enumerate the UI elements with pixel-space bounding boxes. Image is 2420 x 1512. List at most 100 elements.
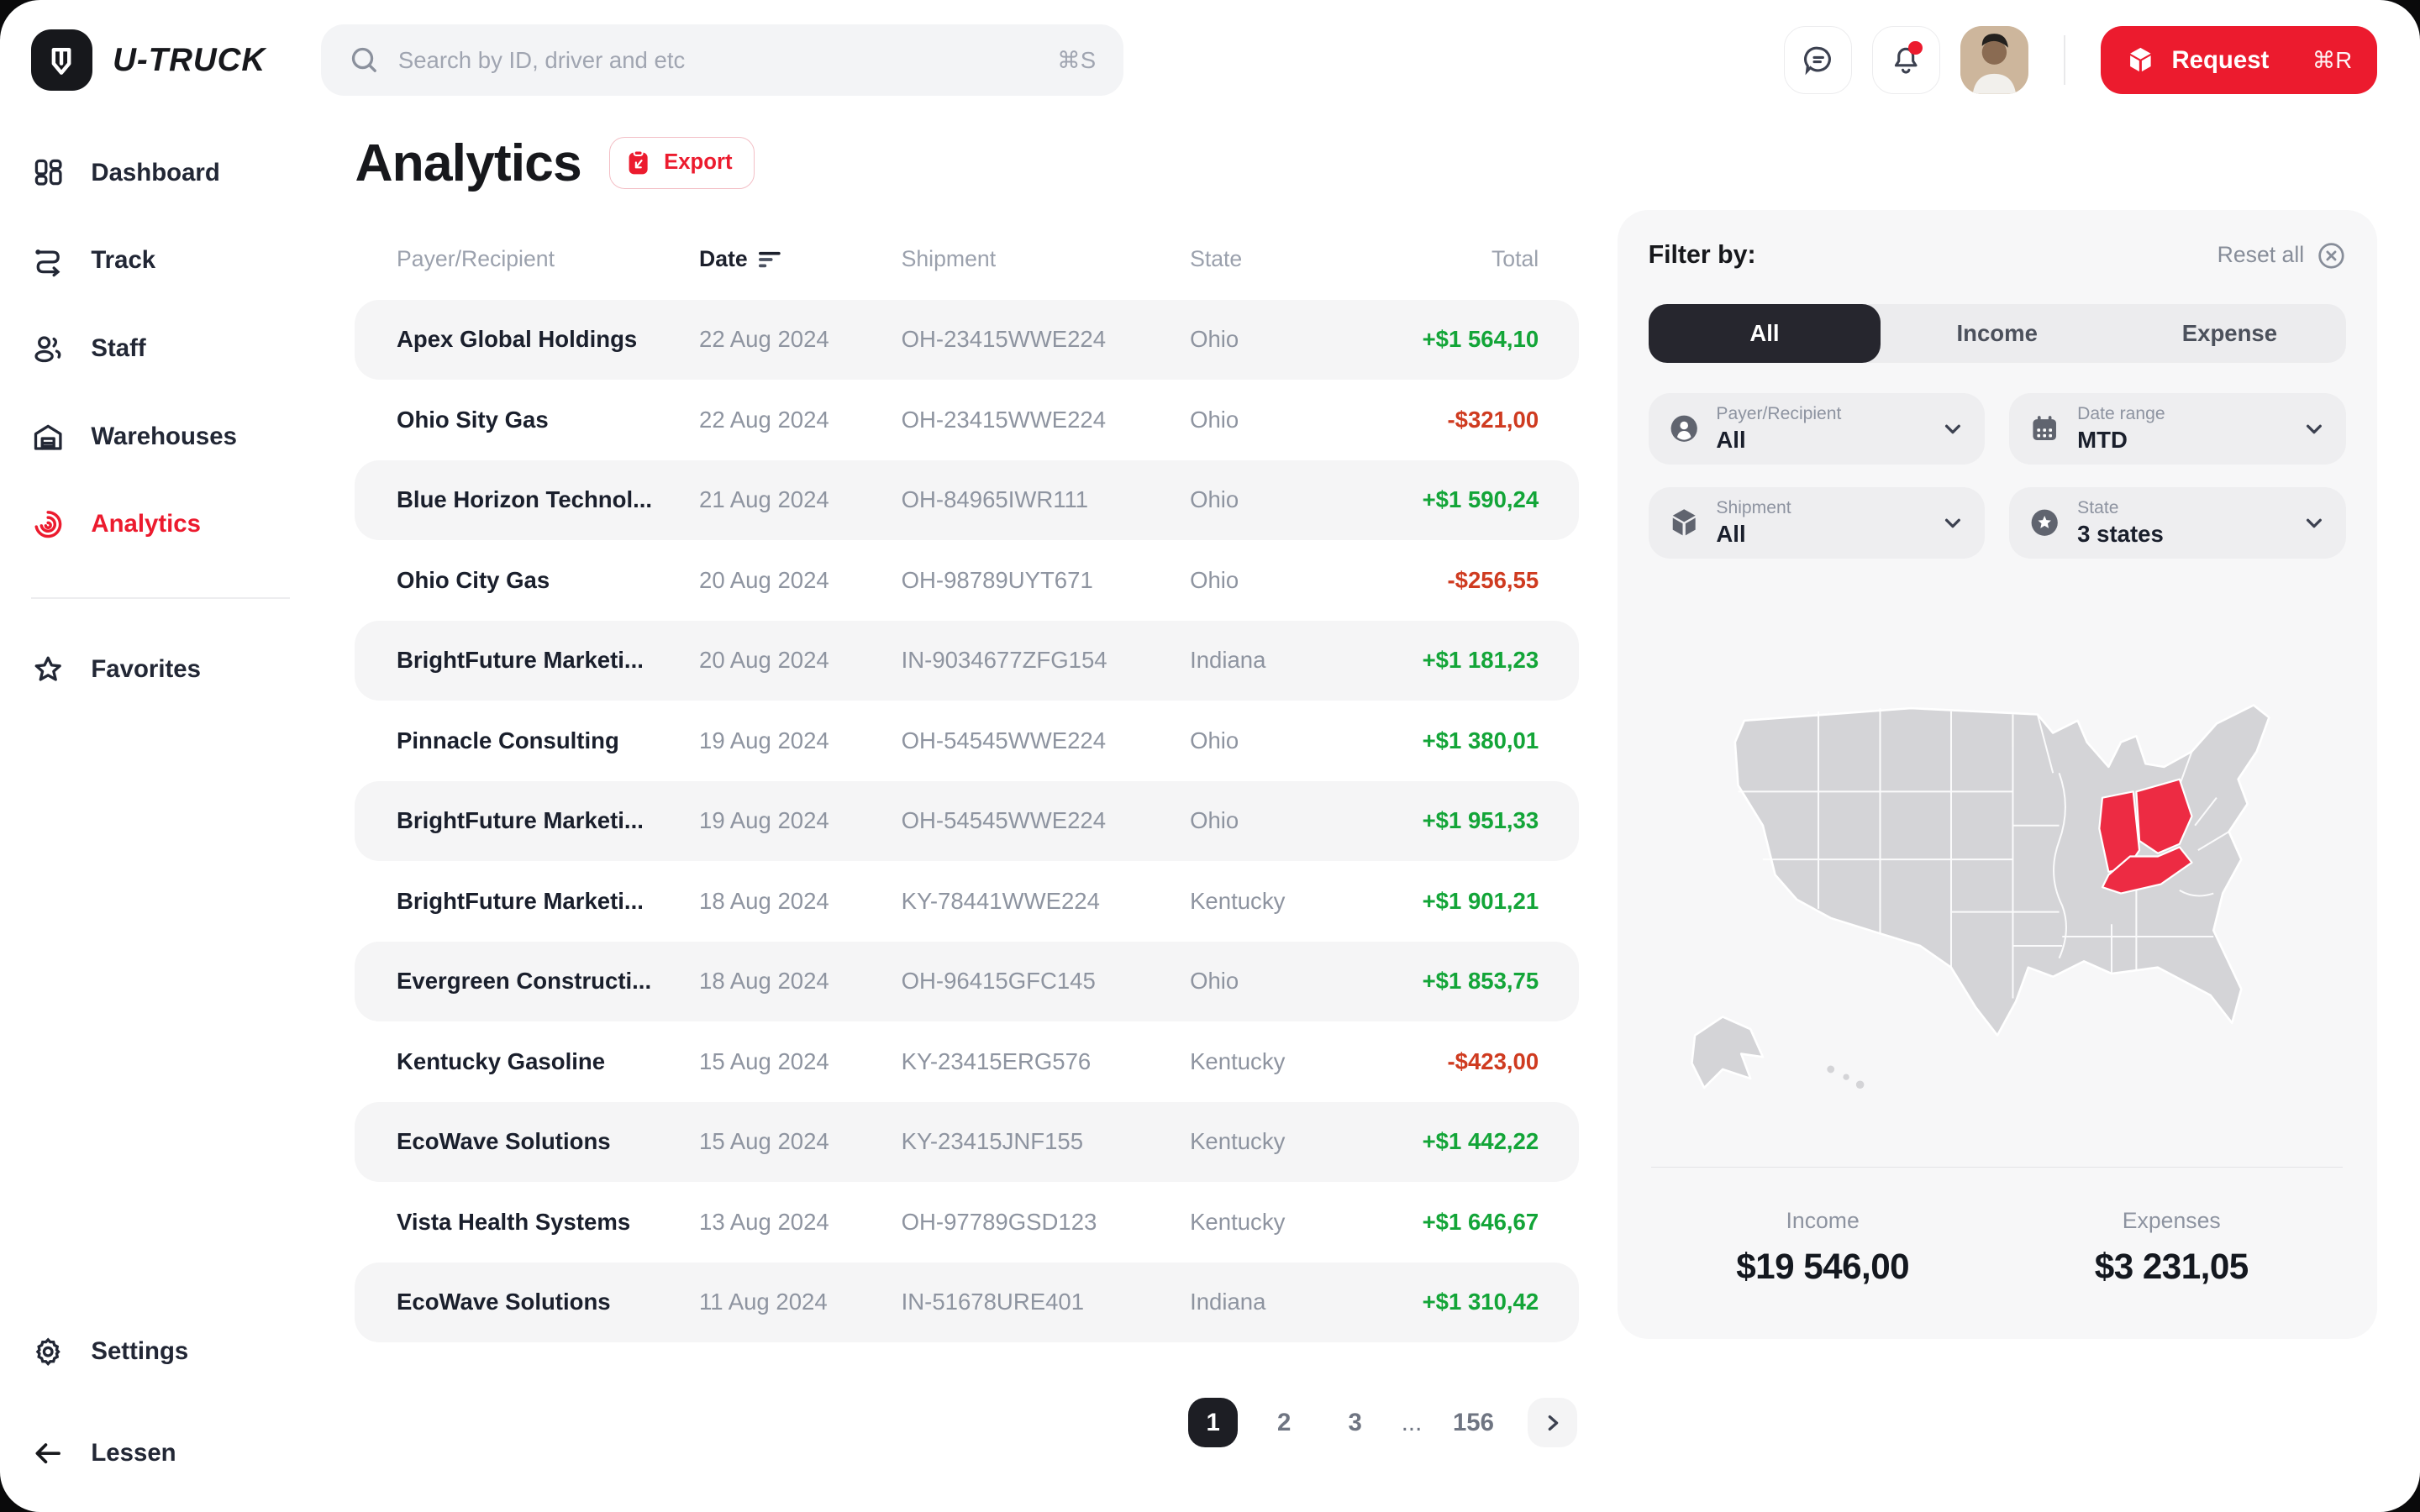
cell-date: 22 Aug 2024	[699, 406, 829, 433]
dropdown-label: Date range	[2077, 403, 2165, 423]
table-row[interactable]: EcoWave Solutions 11 Aug 2024 IN-51678UR…	[355, 1262, 1579, 1343]
sidebar-label: Settings	[91, 1336, 189, 1365]
cell-total: +$1 442,22	[1422, 1128, 1539, 1155]
request-button[interactable]: Request ⌘R	[2100, 26, 2377, 95]
search-bar[interactable]: ⌘S	[321, 24, 1124, 96]
export-button[interactable]: Export	[608, 136, 755, 190]
cell-state: Ohio	[1190, 807, 1239, 834]
calendar-icon	[2033, 416, 2057, 441]
tab-all[interactable]: All	[1648, 303, 1881, 363]
cell-payer: Evergreen Constructi...	[397, 968, 652, 995]
search-shortcut: ⌘S	[1057, 46, 1097, 73]
page-button-2[interactable]: 2	[1260, 1398, 1309, 1447]
utruck-logo-icon	[30, 29, 93, 92]
page-button-156[interactable]: 156	[1444, 1398, 1503, 1447]
notifications-button[interactable]	[1872, 26, 1940, 95]
sidebar-item-lessen[interactable]: Lessen	[31, 1431, 291, 1474]
table-row[interactable]: BrightFuture Marketi... 19 Aug 2024 OH-5…	[355, 780, 1579, 862]
cell-shipment: OH-23415WWE224	[901, 326, 1107, 353]
map-highlighted-states[interactable]	[2097, 778, 2193, 895]
income-value: $19 546,00	[1736, 1246, 1910, 1286]
request-label: Request	[2171, 45, 2270, 74]
column-header-date[interactable]: Date	[699, 246, 902, 272]
table-row[interactable]: Pinnacle Consulting 19 Aug 2024 OH-54545…	[355, 701, 1579, 781]
chevron-down-icon	[2307, 424, 2323, 433]
cell-state: Ohio	[1190, 326, 1239, 353]
cell-date: 19 Aug 2024	[699, 727, 829, 753]
cell-payer: Ohio City Gas	[397, 566, 550, 593]
sidebar-item-favorites[interactable]: Favorites	[31, 648, 291, 690]
table-row[interactable]: Kentucky Gasoline 15 Aug 2024 KY-23415ER…	[355, 1021, 1579, 1102]
sidebar-item-settings[interactable]: Settings	[31, 1330, 291, 1373]
cell-total: +$1 951,33	[1422, 807, 1539, 834]
tab-income[interactable]: Income	[1881, 304, 2113, 363]
sidebar-label: Track	[91, 246, 156, 275]
sidebar-item-staff[interactable]: Staff	[31, 327, 291, 370]
table-row[interactable]: Apex Global Holdings 22 Aug 2024 OH-2341…	[355, 299, 1579, 381]
filter-summary: Income $19 546,00 Expenses $3 231,05	[1649, 1168, 2346, 1308]
sidebar-item-analytics[interactable]: Analytics	[31, 503, 291, 546]
avatar[interactable]	[1960, 26, 2028, 95]
sidebar-label: Warehouses	[91, 422, 237, 450]
table-row[interactable]: Ohio Sity Gas 22 Aug 2024 OH-23415WWE224…	[355, 380, 1579, 460]
sidebar-item-warehouses[interactable]: Warehouses	[31, 415, 291, 458]
dropdown-label: State	[2077, 497, 2119, 517]
cell-state: Indiana	[1190, 647, 1266, 674]
dropdown-shipment[interactable]: Shipment All	[1648, 487, 1985, 559]
table-row[interactable]: BrightFuture Marketi... 20 Aug 2024 IN-9…	[355, 620, 1579, 701]
cell-date: 15 Aug 2024	[699, 1128, 829, 1155]
state-kentucky	[2101, 846, 2193, 895]
cell-date: 11 Aug 2024	[699, 1289, 828, 1315]
column-header-payer[interactable]: Payer/Recipient	[397, 246, 555, 272]
dropdown-value: All	[1716, 521, 1746, 548]
dropdown-label: Shipment	[1716, 497, 1791, 517]
export-icon	[629, 150, 648, 175]
table-row[interactable]: Blue Horizon Technol... 21 Aug 2024 OH-8…	[355, 459, 1579, 541]
column-header-state[interactable]: State	[1190, 246, 1243, 272]
cell-state: Ohio	[1190, 727, 1239, 753]
sort-descending-icon	[758, 251, 781, 268]
cell-shipment: KY-23415JNF155	[901, 1128, 1084, 1155]
column-header-shipment[interactable]: Shipment	[901, 246, 997, 272]
page-button-1[interactable]: 1	[1188, 1398, 1239, 1448]
table-row[interactable]: Vista Health Systems 13 Aug 2024 OH-9778…	[355, 1182, 1579, 1263]
search-input[interactable]	[397, 46, 1039, 74]
cell-total: +$1 901,21	[1422, 887, 1539, 914]
cell-total: +$1 380,01	[1422, 727, 1539, 753]
request-box-icon	[2130, 48, 2151, 72]
expenses-value: $3 231,05	[2094, 1246, 2249, 1286]
reset-all-button[interactable]: Reset all	[2217, 241, 2346, 270]
table-row[interactable]: EcoWave Solutions 15 Aug 2024 KY-23415JN…	[355, 1101, 1579, 1183]
analytics-icon	[34, 511, 62, 538]
sidebar-item-dashboard[interactable]: Dashboard	[31, 151, 291, 194]
sidebar-label: Favorites	[91, 654, 201, 683]
column-header-total[interactable]: Total	[1491, 246, 1539, 272]
cell-shipment: OH-96415GFC145	[901, 968, 1096, 995]
dropdown-payer-recipient[interactable]: Payer/Recipient All	[1648, 393, 1985, 465]
cell-date: 18 Aug 2024	[699, 887, 829, 914]
us-map-outline	[1733, 704, 2270, 1037]
page-button-3[interactable]: 3	[1330, 1398, 1380, 1447]
us-map[interactable]	[1649, 596, 2346, 1158]
request-shortcut: ⌘R	[2312, 46, 2353, 73]
dropdown-date-range[interactable]: Date range MTD	[2009, 393, 2346, 465]
reset-circle-x-icon	[2318, 242, 2344, 269]
table-row[interactable]: BrightFuture Marketi... 18 Aug 2024 KY-7…	[355, 861, 1579, 942]
filter-panel: Filter by: Reset all All Income Expense	[1617, 209, 2377, 1340]
dropdown-value: All	[1716, 427, 1746, 454]
sidebar-label: Lessen	[91, 1439, 176, 1467]
tab-expense[interactable]: Expense	[2113, 304, 2346, 363]
topbar-divider	[2063, 35, 2065, 85]
dropdown-state[interactable]: State 3 states	[2009, 487, 2346, 559]
chat-button[interactable]	[1784, 26, 1853, 95]
chevron-right-icon	[1548, 1415, 1558, 1431]
next-page-button[interactable]	[1528, 1398, 1578, 1448]
panel-divider	[1651, 1166, 2344, 1168]
table-row[interactable]: Evergreen Constructi... 18 Aug 2024 OH-9…	[355, 941, 1579, 1022]
cell-state: Ohio	[1190, 486, 1239, 513]
sidebar-item-track[interactable]: Track	[31, 239, 291, 282]
cell-shipment: IN-51678URE401	[901, 1289, 1085, 1315]
arrow-left-icon	[35, 1443, 60, 1464]
table-row[interactable]: Ohio City Gas 20 Aug 2024 OH-98789UYT671…	[355, 540, 1579, 621]
sidebar: Dashboard Track Staff	[0, 120, 321, 1512]
